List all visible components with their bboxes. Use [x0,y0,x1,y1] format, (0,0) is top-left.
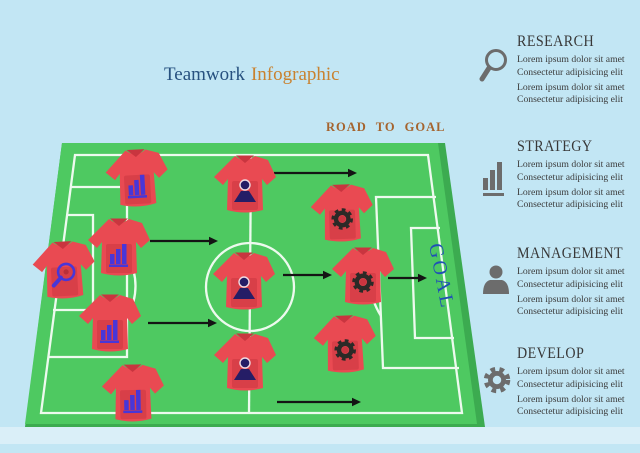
section-text-line: Consectetur adipisicing elit [517,66,623,78]
section-text-line: Consectetur adipisicing elit [517,406,623,418]
section-text-line: Consectetur adipisicing elit [517,278,623,290]
section-text-line: Lorem ipsum dolor sit amet [517,266,625,277]
section-text-line: Lorem ipsum dolor sit amet [517,54,625,65]
section-text-line: Consectetur adipisicing elit [517,171,623,183]
section-text-line: Lorem ipsum dolor sit amet [517,366,625,377]
bar-chart-icon [483,162,504,196]
section-text-line: Lorem ipsum dolor sit amet [517,393,625,405]
section-text-line: Consectetur adipisicing elit [517,306,623,318]
section-text-line: Lorem ipsum dolor sit amet [517,81,625,93]
flow-arrow [150,236,218,246]
section-text-line: Lorem ipsum dolor sit amet [517,159,625,170]
person-icon [483,265,509,294]
section-research: RESEARCH Lorem ipsum dolor sit amet Cons… [479,33,640,107]
section-text-line: Lorem ipsum dolor sit amet [517,293,625,305]
section-text-line: Lorem ipsum dolor sit amet [517,186,625,198]
gear-icon [483,366,511,394]
magnifier-icon [479,49,507,82]
section-text-line: Consectetur adipisicing elit [517,378,623,390]
section-management: MANAGEMENT Lorem ipsum dolor sit amet Co… [480,245,640,319]
title-word-teamwork: Teamwork [164,64,245,85]
section-title: STRATEGY [517,138,593,155]
section-strategy: STRATEGY Lorem ipsum dolor sit amet Cons… [480,138,640,212]
section-title: RESEARCH [517,33,595,50]
flow-arrow [388,273,427,283]
section-title: DEVELOP [517,345,585,362]
flow-arrow [148,318,217,328]
section-title: MANAGEMENT [517,245,624,262]
road-to-goal-label: ROAD TO GOAL [326,120,446,134]
section-text-line: Consectetur adipisicing elit [517,94,623,106]
title-word-infographic: Infographic [250,64,340,85]
page-title: Teamwork Infographic [164,64,340,86]
flow-arrow [277,397,361,407]
bottom-band [0,427,640,444]
flow-arrow [274,168,357,178]
flow-arrows-layer [148,168,427,407]
section-develop: DEVELOP Lorem ipsum dolor sit amet Conse… [480,345,640,419]
section-text-line: Consectetur adipisicing elit [517,199,623,211]
flow-arrow [283,270,332,280]
